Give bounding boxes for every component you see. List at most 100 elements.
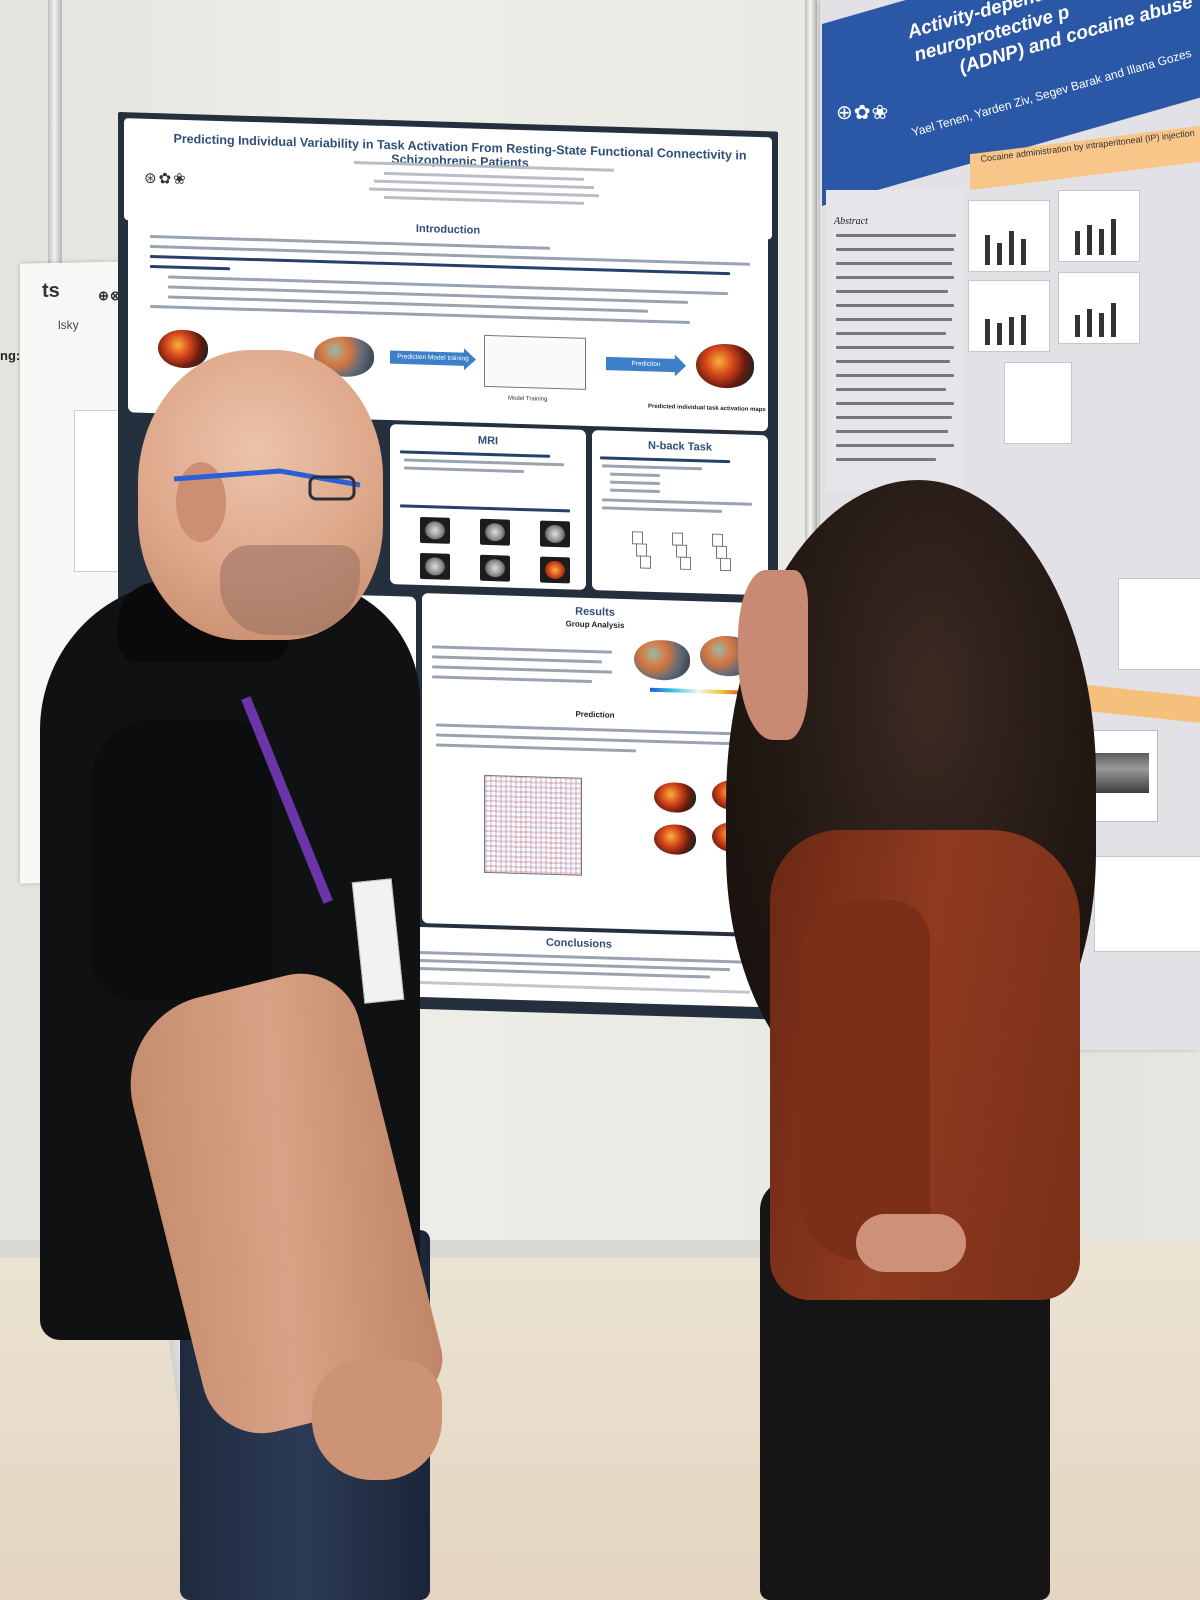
results-text-line xyxy=(432,675,592,684)
right-poster-bar-chart xyxy=(1058,272,1140,344)
intro-text-line xyxy=(150,244,750,266)
predicted-brain-map-icon xyxy=(696,343,754,389)
nback-text-line xyxy=(610,472,660,478)
eyeglasses-icon xyxy=(173,468,361,501)
nback-text-line xyxy=(602,498,752,506)
mri-text-line xyxy=(400,450,550,458)
woman-hand-on-hip xyxy=(856,1214,966,1272)
abstract-text-line xyxy=(836,346,954,349)
nback-text-line xyxy=(602,506,722,513)
intro-text-line xyxy=(150,254,730,276)
abstract-text-line xyxy=(836,374,954,377)
nback-panel: N-back Task xyxy=(592,430,768,596)
chart-bar xyxy=(985,235,990,265)
correlation-matrix-figure xyxy=(484,774,582,876)
left-poster-title-fragment: ts xyxy=(42,280,60,302)
right-poster-logo-icon: ⊕✿❀ xyxy=(836,102,890,124)
right-poster-bar-chart xyxy=(1058,190,1140,262)
results-panel: Results Group Analysis Prediction xyxy=(422,593,768,934)
nback-heading: N-back Task xyxy=(648,439,712,454)
university-logo-icon: ⊛✿❀ xyxy=(144,169,188,189)
abstract-text-line xyxy=(836,304,954,307)
mri-text-line xyxy=(404,458,564,467)
intro-text-line xyxy=(150,264,230,271)
nback-text-line xyxy=(610,480,660,486)
nback-stimulus-card xyxy=(680,556,691,571)
left-poster-edge-fragment: ng: xyxy=(0,348,21,363)
right-poster-abstract: Abstract xyxy=(826,190,964,490)
chart-bar xyxy=(1099,313,1104,337)
nback-stimulus-card xyxy=(720,557,731,572)
chart-bar xyxy=(997,323,1002,345)
right-poster-line-chart xyxy=(1118,578,1200,670)
abstract-text-line xyxy=(836,290,948,293)
results-text-line xyxy=(432,645,612,654)
chart-bar xyxy=(997,243,1002,265)
chart-bar xyxy=(1075,231,1080,255)
man-stubble xyxy=(220,545,360,635)
right-poster-brain-figure xyxy=(1004,362,1072,444)
chart-bar xyxy=(1087,309,1092,337)
results-text-line xyxy=(436,743,636,753)
abstract-text-line xyxy=(836,248,954,251)
activation-colorbar xyxy=(650,687,746,695)
abstract-text-line xyxy=(836,332,946,335)
abstract-label: Abstract xyxy=(834,216,868,227)
model-training-diagram xyxy=(484,334,586,390)
chart-bar xyxy=(1111,303,1116,337)
prediction-brain-map-icon xyxy=(654,781,696,814)
abstract-text-line xyxy=(836,416,952,419)
mri-slice-image xyxy=(480,554,510,582)
chart-bar xyxy=(1009,231,1014,265)
man-shirt-sleeve xyxy=(92,720,272,1000)
chart-bar xyxy=(1087,225,1092,255)
prediction-heading: Prediction xyxy=(575,709,615,720)
nback-stimulus-card xyxy=(640,555,651,569)
abstract-text-line xyxy=(836,402,954,405)
woman-arm xyxy=(800,900,930,1260)
chart-bar xyxy=(1021,239,1026,265)
abstract-text-line xyxy=(836,444,954,447)
intro-text-line xyxy=(168,275,728,296)
abstract-text-line xyxy=(836,318,952,321)
chart-bar xyxy=(1099,229,1104,255)
western-blot-image xyxy=(1087,753,1149,793)
abstract-text-line xyxy=(836,234,956,237)
nback-text-line xyxy=(610,488,660,494)
abstract-text-line xyxy=(836,430,948,433)
mri-slice-image xyxy=(420,552,450,580)
chart-bar xyxy=(1009,317,1014,345)
chart-bar xyxy=(1111,219,1116,255)
mri-slice-image xyxy=(480,518,510,546)
chart-bar xyxy=(1075,315,1080,337)
prediction-training-arrow: Prediction Model training xyxy=(390,346,476,371)
nback-text-line xyxy=(602,464,702,471)
results-text-line xyxy=(436,733,736,746)
abstract-text-line xyxy=(836,276,954,279)
mri-text-line xyxy=(404,466,524,474)
abstract-text-line xyxy=(836,360,950,363)
mri-panel: MRI xyxy=(390,424,586,590)
mri-slice-image xyxy=(540,520,570,548)
poster-title: Predicting Individual Variability in Tas… xyxy=(173,131,747,171)
conclusions-panel: Conclusions xyxy=(390,926,768,1008)
abstract-text-line xyxy=(836,458,936,461)
left-poster-subtitle-fragment: lsky xyxy=(58,318,79,332)
results-text-line xyxy=(432,655,602,664)
abstract-text-line xyxy=(836,388,946,391)
chart-bar xyxy=(1021,315,1026,345)
man-hand xyxy=(312,1360,442,1480)
references-text-line xyxy=(410,980,750,994)
model-training-label: Model Training xyxy=(508,395,548,403)
mri-slice-image xyxy=(420,516,450,544)
chart-bar xyxy=(985,319,990,345)
poster-affiliation-line xyxy=(384,195,584,205)
right-poster-bar-chart xyxy=(968,280,1050,352)
results-text-line xyxy=(432,665,612,674)
prediction-brain-map-icon xyxy=(654,823,696,856)
prediction-arrow: Prediction xyxy=(606,352,686,376)
mri-text-line xyxy=(400,504,570,513)
poster-affiliation-line xyxy=(384,171,584,181)
abstract-text-line xyxy=(836,262,952,265)
